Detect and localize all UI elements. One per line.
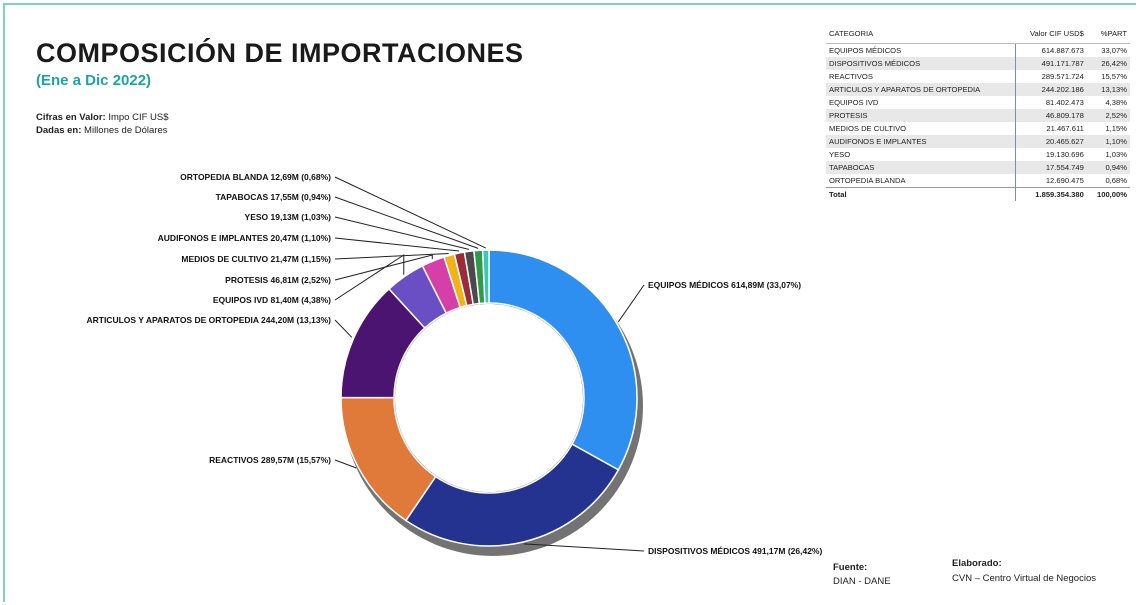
leader-line-7	[334, 237, 460, 252]
cell-valor: 17.554.749	[1014, 161, 1087, 174]
cifras-value: Impo CIF US$	[108, 112, 169, 123]
leader-line-3	[334, 319, 353, 338]
donut-slice-0	[488, 249, 638, 471]
cell-categoria: AUDIFONOS E IMPLANTES	[826, 135, 1016, 148]
table-row: ORTOPEDIA BLANDA 12.690.475 0,68%	[826, 174, 1130, 188]
col-header-categoria[interactable]: CATEGORIA	[826, 26, 1016, 44]
table-body: EQUIPOS MÉDICOS 614.887.673 33,07% DISPOSIT…	[826, 43, 1130, 188]
slice-label-10: ORTOPEDIA BLANDA 12,69M (0,68%)	[180, 172, 331, 182]
cell-part: 33,07%	[1101, 46, 1127, 55]
dadas-value: Millones de Dólares	[84, 125, 168, 136]
cell-valor: 289.571.724	[1014, 70, 1087, 83]
donut-slice-10	[481, 249, 490, 304]
leader-line-6	[334, 253, 449, 260]
cell-valor: 81.402.473	[1014, 96, 1087, 109]
category-table: CATEGORIA Valor CIF USD$ %PART EQUIPOS M…	[826, 26, 1130, 201]
leader-line-1	[523, 543, 645, 552]
cell-valor: 19.130.696	[1014, 148, 1087, 161]
total-valor: 1.859.354.380	[1014, 187, 1087, 201]
slice-label-3: ARTICULOS Y APARATOS DE ORTOPEDIA 244,20…	[86, 315, 331, 325]
slice-label-8: YESO 19,13M (1,03%)	[245, 212, 332, 222]
slice-label-5: PROTESIS 46,81M (2,52%)	[225, 275, 331, 285]
slice-label-6: MEDIOS DE CULTIVO 21,47M (1,15%)	[181, 254, 331, 264]
leader-line-0	[617, 284, 645, 323]
cell-categoria: YESO	[829, 150, 851, 159]
cell-part: 1,10%	[1086, 135, 1130, 148]
table-row: REACTIVOS 289.571.724 15,57%	[826, 70, 1130, 83]
elaborado-value: CVN – Centro Virtual de Negocios	[952, 573, 1096, 584]
leader-line-5	[334, 254, 433, 281]
cifras-line: Cifras en Valor: Impo CIF US$	[36, 112, 169, 123]
dadas-line: Dadas en: Millones de Dólares	[36, 125, 167, 136]
slice-label-7: AUDIFONOS E IMPLANTES 20,47M (1,10%)	[158, 233, 332, 243]
leader-line-9	[334, 196, 479, 249]
cell-part: 26,42%	[1086, 57, 1130, 70]
cell-categoria: MEDIOS DE CULTIVO	[829, 124, 907, 133]
cell-part: 2,52%	[1086, 109, 1130, 122]
cell-valor: 244.202.186	[1014, 83, 1087, 96]
cell-part: 15,57%	[1101, 72, 1127, 81]
elaborado-label-text: Elaborado:	[952, 558, 1002, 569]
table-row: YESO 19.130.696 1,03%	[826, 148, 1130, 161]
table-row: DISPOSITIVOS MÉDICOS 491.171.787 26,42%	[826, 57, 1130, 70]
donut-hole	[395, 304, 583, 492]
table-row: EQUIPOS MÉDICOS 614.887.673 33,07%	[826, 43, 1130, 57]
leader-line-4	[334, 254, 405, 301]
slice-label-0: EQUIPOS MÉDICOS 614,89M (33,07%)	[648, 280, 801, 290]
slice-label-2: REACTIVOS 289,57M (15,57%)	[209, 455, 331, 465]
table-row: MEDIOS DE CULTIVO 21.467.611 1,15%	[826, 122, 1130, 135]
table-total-row: Total 1.859.354.380 100,00%	[826, 187, 1130, 201]
page-title: COMPOSICIÓN DE IMPORTACIONES	[36, 38, 524, 68]
cell-valor: 21.467.611	[1014, 122, 1087, 135]
elaborado-label: Elaborado:	[952, 558, 1002, 569]
leader-line-2	[334, 459, 357, 469]
total-label: Total	[826, 187, 1016, 201]
table-row: ARTICULOS Y APARATOS DE ORTOPEDIA 244.202…	[826, 83, 1130, 96]
slice-label-1: DISPOSITIVOS MÉDICOS 491,17M (26,42%)	[648, 546, 822, 556]
table-header-row: CATEGORIA Valor CIF USD$ %PART	[826, 26, 1130, 44]
cell-part: 1,03%	[1105, 150, 1127, 159]
cell-valor: 491.171.787	[1014, 57, 1087, 70]
cell-categoria: EQUIPOS IVD	[829, 98, 879, 107]
col-header-part[interactable]: %PART	[1086, 26, 1130, 44]
table-row: PROTESIS 46.809.178 2,52%	[826, 109, 1130, 122]
page-subtitle: (Ene a Dic 2022)	[36, 72, 152, 89]
cell-part: 13,13%	[1086, 83, 1130, 96]
cell-part: 0,94%	[1086, 161, 1130, 174]
leader-line-8	[334, 216, 470, 250]
fuente-value: DIAN - DANE	[833, 576, 891, 587]
cell-categoria: PROTESIS	[826, 109, 1016, 122]
cell-categoria: DISPOSITIVOS MÉDICOS	[826, 57, 1016, 70]
cell-valor: 12.690.475	[1014, 174, 1087, 188]
cell-categoria: REACTIVOS	[829, 72, 873, 81]
table-row: AUDIFONOS E IMPLANTES 20.465.627 1,10%	[826, 135, 1130, 148]
slice-label-4: EQUIPOS IVD 81,40M (4,38%)	[213, 295, 331, 305]
leader-line-10	[334, 176, 486, 249]
donut-slice-1	[404, 443, 620, 547]
col-header-valor[interactable]: Valor CIF USD$	[1015, 26, 1087, 44]
dadas-label: Dadas en:	[36, 125, 82, 136]
page-frame	[3, 3, 1136, 602]
fuente-label-text: Fuente:	[833, 562, 868, 573]
total-part: 100,00%	[1086, 187, 1130, 201]
cell-part: 4,38%	[1105, 98, 1127, 107]
table-row: EQUIPOS IVD 81.402.473 4,38%	[826, 96, 1130, 109]
cell-valor: 614.887.673	[1014, 43, 1087, 57]
slice-label-9: TAPABOCAS 17,55M (0,94%)	[216, 192, 332, 202]
cell-categoria: EQUIPOS MÉDICOS	[829, 46, 902, 55]
cell-valor: 46.809.178	[1014, 109, 1087, 122]
cell-categoria: ORTOPEDIA BLANDA	[829, 176, 906, 185]
cell-part: 1,15%	[1105, 124, 1127, 133]
cifras-label: Cifras en Valor:	[36, 112, 106, 123]
fuente-label: Fuente:	[833, 562, 867, 573]
table-row: TAPABOCAS 17.554.749 0,94%	[826, 161, 1130, 174]
cell-categoria: ARTICULOS Y APARATOS DE ORTOPEDIA	[826, 83, 1016, 96]
cell-valor: 20.465.627	[1014, 135, 1087, 148]
cell-part: 0,68%	[1105, 176, 1127, 185]
cell-categoria: TAPABOCAS	[826, 161, 1016, 174]
